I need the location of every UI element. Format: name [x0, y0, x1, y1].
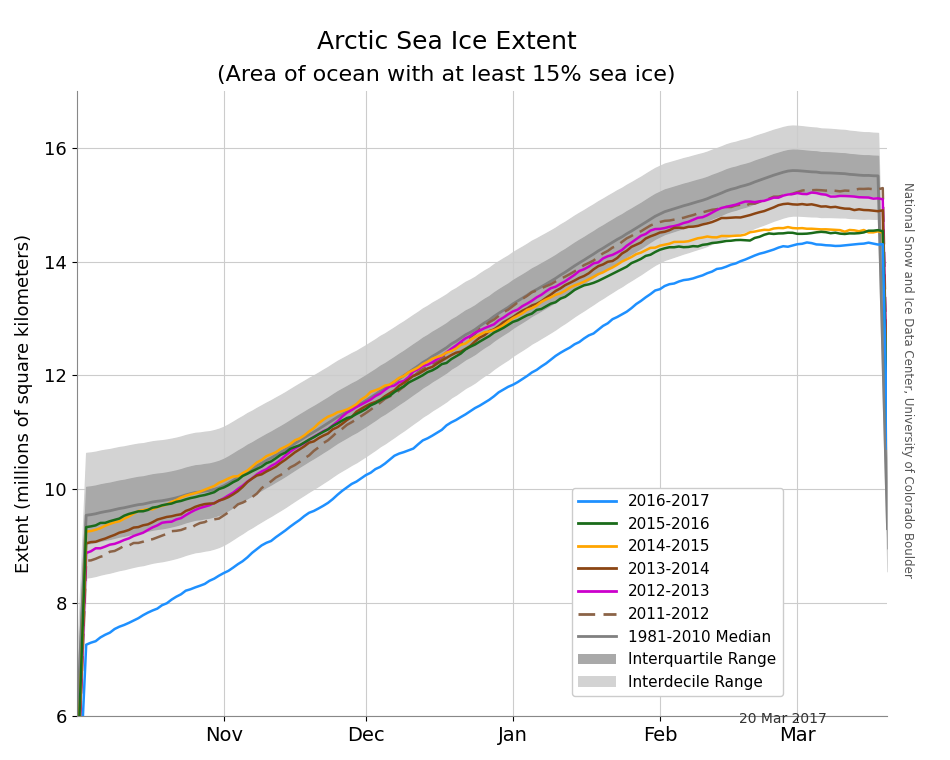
Text: Arctic Sea Ice Extent: Arctic Sea Ice Extent [316, 30, 577, 55]
Legend: 2016-2017, 2015-2016, 2014-2015, 2013-2014, 2012-2013, 2011-2012, 1981-2010 Medi: 2016-2017, 2015-2016, 2014-2015, 2013-20… [572, 488, 783, 696]
Text: (Area of ocean with at least 15% sea ice): (Area of ocean with at least 15% sea ice… [218, 65, 675, 84]
Text: 20 Mar 2017: 20 Mar 2017 [739, 712, 826, 726]
Y-axis label: Extent (millions of square kilometers): Extent (millions of square kilometers) [15, 234, 33, 573]
Text: National Snow and Ice Data Center, University of Colorado Boulder: National Snow and Ice Data Center, Unive… [901, 182, 914, 578]
